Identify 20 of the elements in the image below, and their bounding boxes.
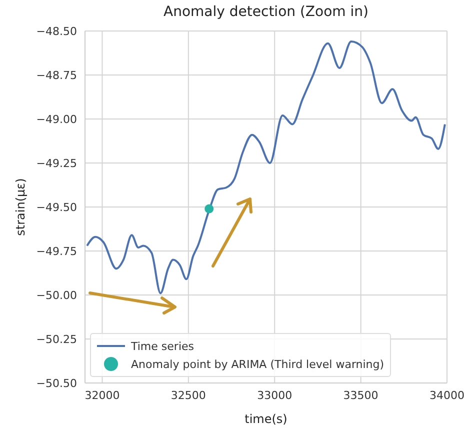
y-tick-label: −49.25 bbox=[36, 156, 77, 170]
line-series bbox=[86, 40, 446, 294]
x-tick-label: 32500 bbox=[170, 388, 206, 402]
chart-title: Anomaly detection (Zoom in) bbox=[162, 4, 370, 20]
y-tick-label: −48.50 bbox=[36, 24, 77, 38]
y-tick-label: −49.00 bbox=[36, 112, 77, 126]
y-tick-label: −48.75 bbox=[36, 68, 77, 82]
y-tick-label: −50.50 bbox=[36, 376, 77, 390]
legend-label: Time series bbox=[131, 340, 194, 352]
y-tick-label: −49.75 bbox=[36, 244, 77, 258]
y-tick-label: −49.50 bbox=[36, 200, 77, 214]
y-tick-label: −50.25 bbox=[36, 332, 77, 346]
x-axis-title: time(s) bbox=[244, 412, 288, 426]
y-axis-title: strain(με) bbox=[13, 178, 28, 236]
x-tick-label: 33000 bbox=[257, 388, 292, 402]
x-tick-label: 32000 bbox=[84, 388, 120, 402]
legend-label: Anomaly point by ARIMA (Third level warning) bbox=[131, 358, 384, 370]
x-tick-label: 33500 bbox=[343, 388, 378, 402]
y-tick-label: −50.00 bbox=[36, 288, 77, 302]
x-tick-label: 34000 bbox=[430, 388, 464, 402]
